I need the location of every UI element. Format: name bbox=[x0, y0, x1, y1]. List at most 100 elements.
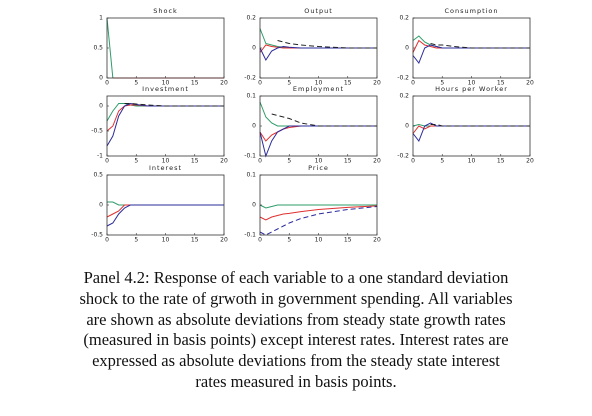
x-tick-label: 10 bbox=[315, 158, 323, 165]
x-tick-label: 10 bbox=[162, 158, 170, 165]
caption-line: (measured in basis points) except intere… bbox=[83, 330, 509, 350]
panel-title: Price bbox=[308, 164, 329, 172]
x-tick-label: 15 bbox=[344, 237, 352, 244]
x-tick-label: 5 bbox=[440, 158, 444, 165]
panel-title: Investment bbox=[142, 85, 189, 93]
panel: Investment 0 5 10 15 20 -1 -0.5 0 bbox=[91, 85, 228, 165]
x-tick-label: 10 bbox=[162, 80, 170, 87]
y-tick-label: -0.2 bbox=[244, 75, 256, 82]
series-line bbox=[277, 40, 377, 49]
x-tick-label: 15 bbox=[497, 158, 505, 165]
series-line bbox=[259, 28, 377, 49]
series-line bbox=[106, 104, 224, 132]
series-line bbox=[412, 122, 530, 143]
panel-title: Output bbox=[304, 7, 333, 15]
y-tick-label: 0 bbox=[99, 75, 103, 82]
y-tick-label: 1 bbox=[99, 15, 103, 22]
x-tick-label: 15 bbox=[344, 80, 352, 87]
y-tick-label: 0.5 bbox=[93, 45, 103, 52]
x-tick-label: 20 bbox=[220, 158, 228, 165]
y-tick-label: 0.2 bbox=[399, 93, 409, 100]
y-tick-label: -0.5 bbox=[91, 232, 103, 239]
x-tick-label: 5 bbox=[287, 80, 291, 87]
x-tick-label: 0 bbox=[105, 80, 109, 87]
series-line bbox=[259, 125, 377, 142]
y-tick-label: 0 bbox=[99, 202, 103, 209]
series-line bbox=[271, 113, 377, 127]
series-line bbox=[106, 204, 224, 218]
series-line bbox=[412, 44, 530, 65]
series-line bbox=[106, 102, 224, 147]
y-tick-label: 0 bbox=[405, 45, 409, 52]
x-tick-label: 5 bbox=[134, 158, 138, 165]
caption-line: are shown as absolute deviations from st… bbox=[86, 309, 506, 329]
y-tick-label: 0.1 bbox=[246, 93, 256, 100]
series-line bbox=[430, 43, 530, 49]
x-tick-label: 20 bbox=[373, 158, 381, 165]
x-tick-label: 20 bbox=[220, 80, 228, 87]
series-line bbox=[259, 101, 377, 127]
x-tick-label: 20 bbox=[526, 80, 534, 87]
y-tick-label: 0 bbox=[252, 123, 256, 130]
series-line bbox=[106, 204, 224, 227]
x-tick-label: 20 bbox=[220, 237, 228, 244]
y-tick-label: -0.2 bbox=[397, 153, 409, 160]
caption: Panel 4.2: Response of each variable to … bbox=[0, 268, 592, 393]
panel-title: Shock bbox=[153, 7, 178, 15]
x-tick-label: 5 bbox=[440, 80, 444, 87]
series-line bbox=[259, 204, 377, 209]
y-tick-label: 0.2 bbox=[399, 15, 409, 22]
y-tick-label: -0.2 bbox=[397, 75, 409, 82]
caption-line: shock to the rate of grwoth in governmen… bbox=[79, 288, 513, 308]
caption-line: rates measured in basis points. bbox=[195, 371, 397, 391]
x-tick-label: 5 bbox=[134, 237, 138, 244]
panel-title: Consumption bbox=[444, 7, 498, 15]
y-tick-label: -0.5 bbox=[91, 128, 103, 135]
x-tick-label: 5 bbox=[287, 158, 291, 165]
x-tick-label: 10 bbox=[468, 158, 476, 165]
y-tick-label: 0.5 bbox=[93, 172, 103, 179]
series-line bbox=[412, 39, 530, 53]
x-tick-label: 10 bbox=[315, 237, 323, 244]
x-tick-label: 0 bbox=[105, 237, 109, 244]
panel-title: Interest bbox=[149, 164, 182, 172]
series-line bbox=[106, 17, 114, 79]
x-tick-label: 0 bbox=[105, 158, 109, 165]
series-line bbox=[412, 125, 530, 134]
y-tick-label: 0 bbox=[99, 103, 103, 110]
panel-title: Hours per Worker bbox=[435, 85, 508, 93]
x-tick-label: 15 bbox=[497, 80, 505, 87]
series-line bbox=[259, 205, 378, 221]
y-tick-label: 0 bbox=[405, 123, 409, 130]
panel: Shock 0 5 10 15 20 0 0.5 1 bbox=[93, 7, 228, 87]
series-line bbox=[259, 45, 377, 62]
y-tick-label: 0 bbox=[252, 45, 256, 52]
y-tick-label: -1 bbox=[97, 153, 103, 160]
axes-frame bbox=[106, 95, 225, 157]
x-tick-label: 0 bbox=[258, 158, 262, 165]
x-tick-label: 0 bbox=[411, 80, 415, 87]
caption-line: Panel 4.2: Response of each variable to … bbox=[83, 268, 509, 287]
y-tick-label: -0.1 bbox=[244, 232, 256, 239]
x-tick-label: 10 bbox=[162, 237, 170, 244]
y-tick-label: 0.1 bbox=[246, 172, 256, 179]
x-tick-label: 15 bbox=[191, 237, 199, 244]
x-tick-label: 20 bbox=[373, 237, 381, 244]
x-tick-label: 15 bbox=[191, 158, 199, 165]
x-tick-label: 5 bbox=[287, 237, 291, 244]
x-tick-label: 0 bbox=[411, 158, 415, 165]
x-tick-label: 0 bbox=[258, 237, 262, 244]
x-tick-label: 20 bbox=[373, 80, 381, 87]
y-tick-label: 0.2 bbox=[246, 15, 256, 22]
x-tick-label: 5 bbox=[134, 80, 138, 87]
y-tick-label: -0.1 bbox=[244, 153, 256, 160]
panel-title: Employment bbox=[293, 85, 344, 93]
